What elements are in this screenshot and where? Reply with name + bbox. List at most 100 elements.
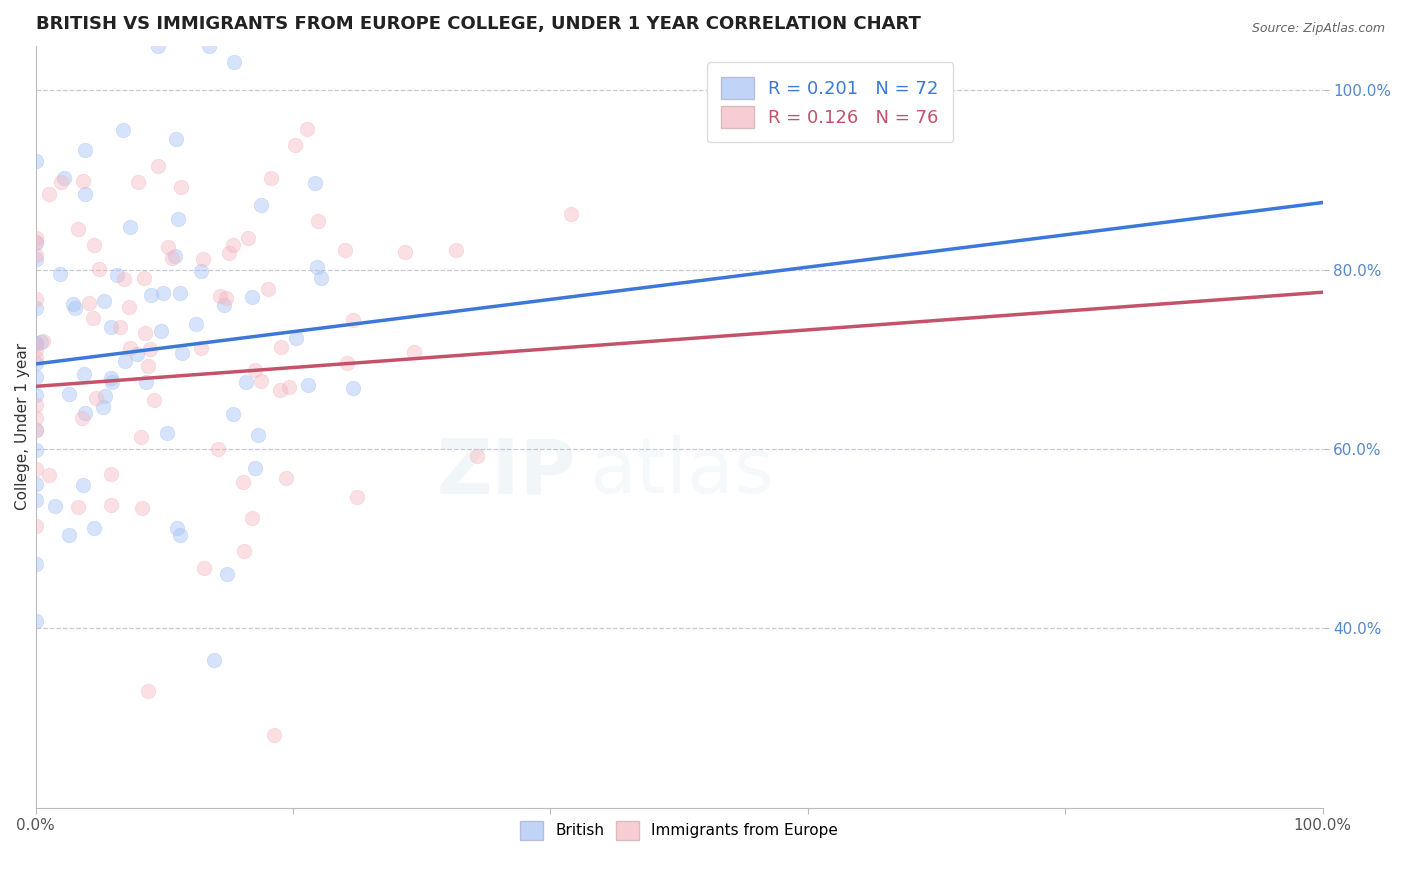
Point [134, 326, 156, 340]
Point [208, 289, 231, 303]
Point [307, 214, 329, 228]
Point [152, 285, 174, 300]
Point [193, 561, 215, 575]
Point [100, 498, 122, 512]
Point [138, 342, 160, 356]
Point [198, 38, 221, 53]
Point [100, 320, 122, 334]
Point [263, 728, 285, 742]
Point [346, 491, 368, 505]
Text: Source: ZipAtlas.com: Source: ZipAtlas.com [1251, 22, 1385, 36]
Point [84, 391, 107, 405]
Point [156, 240, 179, 254]
Point [24, 493, 46, 508]
Text: BRITISH VS IMMIGRANTS FROM EUROPE COLLEGE, UNDER 1 YEAR CORRELATION CHART: BRITISH VS IMMIGRANTS FROM EUROPE COLLEG… [35, 15, 921, 33]
Point [217, 566, 239, 581]
Point [24, 424, 46, 438]
Point [246, 428, 269, 442]
Point [49, 175, 72, 189]
Point [143, 392, 166, 407]
Point [214, 291, 236, 305]
Point [24, 292, 46, 306]
Point [65, 301, 87, 316]
Point [136, 359, 159, 373]
Point [218, 245, 240, 260]
Point [240, 290, 263, 304]
Point [163, 250, 186, 264]
Point [146, 159, 169, 173]
Point [278, 380, 301, 394]
Point [24, 343, 46, 357]
Point [24, 236, 46, 251]
Point [167, 212, 190, 227]
Point [118, 341, 141, 355]
Point [270, 340, 292, 354]
Point [311, 270, 333, 285]
Point [444, 243, 467, 257]
Point [235, 375, 257, 389]
Point [190, 341, 212, 355]
Point [79, 296, 101, 310]
Point [129, 430, 152, 444]
Point [117, 300, 139, 314]
Point [250, 374, 273, 388]
Point [465, 450, 488, 464]
Point [335, 243, 357, 257]
Point [24, 462, 46, 476]
Point [284, 137, 307, 152]
Point [72, 478, 94, 492]
Point [105, 268, 128, 283]
Point [135, 376, 157, 390]
Point [24, 423, 46, 437]
Point [83, 238, 105, 252]
Point [221, 237, 243, 252]
Point [240, 511, 263, 525]
Point [305, 260, 328, 274]
Point [38, 186, 60, 201]
Point [150, 324, 173, 338]
Point [24, 252, 46, 266]
Point [24, 153, 46, 168]
Point [202, 653, 225, 667]
Point [24, 335, 46, 350]
Point [73, 144, 96, 158]
Point [66, 500, 89, 515]
Point [24, 443, 46, 458]
Point [136, 684, 159, 698]
Point [93, 389, 115, 403]
Point [24, 519, 46, 533]
Point [58, 528, 80, 542]
Point [284, 331, 307, 345]
Point [166, 521, 188, 535]
Point [49, 267, 72, 281]
Point [73, 368, 96, 382]
Point [304, 176, 326, 190]
Point [207, 442, 229, 457]
Point [101, 375, 124, 389]
Point [24, 388, 46, 402]
Point [165, 132, 187, 146]
Point [236, 231, 259, 245]
Point [87, 262, 110, 277]
Point [24, 301, 46, 315]
Point [24, 351, 46, 365]
Point [342, 381, 364, 395]
Point [184, 317, 207, 331]
Point [93, 293, 115, 308]
Point [24, 398, 46, 412]
Point [24, 614, 46, 628]
Point [72, 174, 94, 188]
Point [24, 356, 46, 370]
Point [169, 285, 191, 300]
Point [24, 557, 46, 571]
Point [342, 313, 364, 327]
Point [24, 476, 46, 491]
Point [112, 272, 135, 286]
Text: atlas: atlas [589, 435, 773, 509]
Point [250, 198, 273, 212]
Point [222, 54, 245, 69]
Point [336, 356, 359, 370]
Point [169, 527, 191, 541]
Point [232, 544, 254, 558]
Point [24, 337, 46, 351]
